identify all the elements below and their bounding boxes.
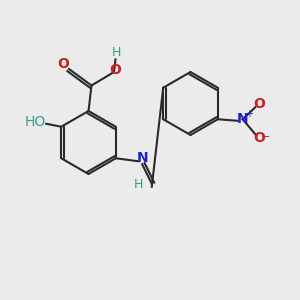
Text: O: O bbox=[253, 131, 265, 145]
Text: O: O bbox=[253, 97, 265, 111]
Text: O: O bbox=[110, 64, 122, 77]
Text: H: H bbox=[134, 178, 143, 191]
Text: O: O bbox=[58, 57, 70, 70]
Text: H: H bbox=[111, 46, 121, 59]
Text: +: + bbox=[245, 109, 253, 119]
Text: −: − bbox=[260, 132, 270, 142]
Text: N: N bbox=[237, 112, 248, 126]
Text: HO: HO bbox=[25, 115, 46, 129]
Text: N: N bbox=[136, 151, 148, 165]
